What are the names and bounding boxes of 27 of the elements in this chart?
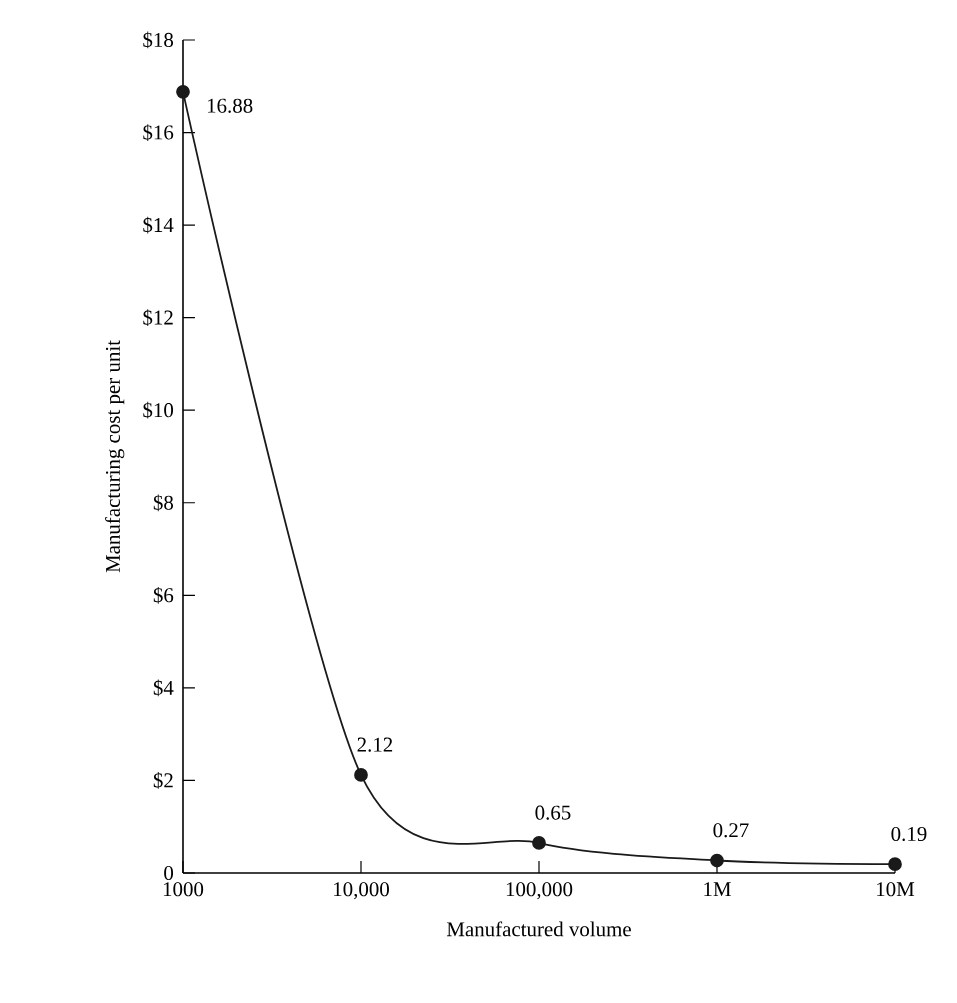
data-label: 16.88 bbox=[207, 98, 253, 113]
data-label: 2.12 bbox=[357, 737, 393, 752]
x-tick-label: 100,000 bbox=[506, 882, 573, 900]
y-tick-label: $2 bbox=[153, 772, 173, 789]
x-tick-label: 1M bbox=[704, 882, 731, 896]
y-tick-label: $6 bbox=[153, 586, 174, 604]
x-tick-label: 10,000 bbox=[334, 882, 389, 900]
y-tick-label: $16 bbox=[143, 124, 174, 141]
point bbox=[176, 84, 190, 99]
y-tick-label: $4 bbox=[153, 679, 174, 697]
data-label: 0.27 bbox=[713, 823, 749, 838]
y-tick-label: $18 bbox=[143, 31, 174, 49]
data-label: 0.19 bbox=[891, 826, 927, 842]
point bbox=[532, 836, 546, 850]
point bbox=[710, 853, 724, 868]
x-tick-label: 10M bbox=[877, 882, 915, 897]
x-axis-title: Manufactured volume bbox=[446, 921, 631, 937]
y-tick-label: $10 bbox=[143, 401, 174, 419]
y-tick-label: $12 bbox=[143, 309, 173, 327]
y-axis-title: Manufacturing cost per unit bbox=[105, 340, 125, 573]
x-tick-label: 1000 bbox=[163, 882, 204, 897]
point bbox=[354, 768, 368, 782]
y-tick-label: 0 bbox=[164, 865, 174, 881]
y-tick-label: $14 bbox=[143, 216, 174, 234]
y-tick-label: $8 bbox=[153, 494, 174, 512]
data-label: 0.65 bbox=[535, 805, 571, 820]
point bbox=[888, 857, 902, 872]
